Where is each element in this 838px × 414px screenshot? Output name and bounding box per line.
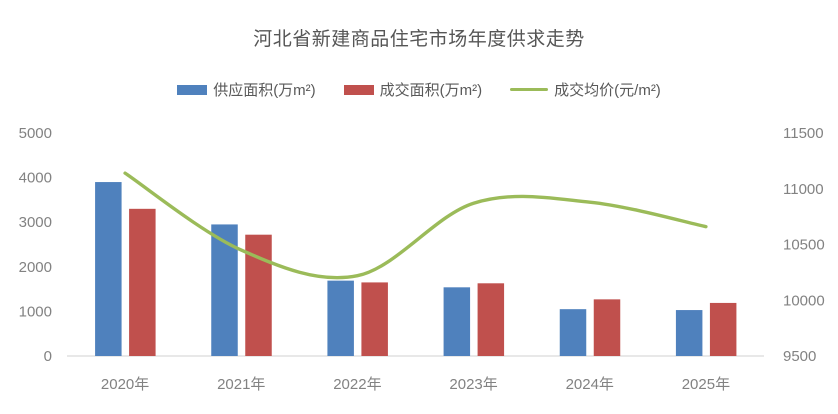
right-axis-tick: 11500 [783,125,824,142]
bar-deal-2025年 [709,302,737,356]
x-axis-label: 2024年 [566,376,614,393]
bar-deal-2024年 [593,299,621,356]
legend-swatch-price-line [510,88,549,91]
bar-supply-2025年 [675,310,703,356]
bar-supply-2021年 [211,224,238,356]
right-axis-tick: 10500 [783,237,825,254]
legend-label-supply: 供应面积(万m²) [213,82,316,99]
bar-supply-2024年 [559,309,587,356]
bar-deal-2020年 [129,208,156,356]
x-axis-label: 2021年 [217,376,265,393]
left-axis-tick: 2000 [19,259,52,276]
legend-swatch-supply [177,84,208,95]
chart-title: 河北省新建商品住宅市场年度供求走势 [253,29,585,50]
left-axis-tick: 4000 [19,170,52,187]
right-axis-tick: 9500 [783,348,816,365]
legend-label-price: 成交均价(元/m²) [554,82,661,99]
left-axis-tick: 1000 [19,303,52,320]
right-axis-tick: 11000 [783,181,824,198]
legend-swatch-deal [343,84,374,95]
price-line [123,171,708,280]
left-axis-tick: 0 [44,348,52,365]
x-axis-label: 2022年 [333,376,381,393]
legend-item-deal: 成交面积(万m²) [343,79,483,100]
bar-supply-2020年 [95,182,122,356]
bar-supply-2022年 [327,280,354,356]
right-axis-tick: 10000 [783,292,825,309]
x-axis-label: 2025年 [682,376,730,393]
bar-deal-2022年 [361,282,388,356]
legend-label-deal: 成交面积(万m²) [379,82,483,99]
x-axis-label: 2023年 [449,376,497,393]
legend: 供应面积(万m²) 成交面积(万m²) 成交均价(元/m²) [0,79,838,100]
x-axis-label: 2020年 [101,376,149,393]
bar-supply-2023年 [443,287,471,356]
bar-deal-2023年 [477,283,505,356]
left-axis-tick: 5000 [19,125,52,142]
left-axis-tick: 3000 [19,214,52,231]
legend-item-price: 成交均价(元/m²) [510,79,661,100]
legend-item-supply: 供应面积(万m²) [177,79,316,100]
